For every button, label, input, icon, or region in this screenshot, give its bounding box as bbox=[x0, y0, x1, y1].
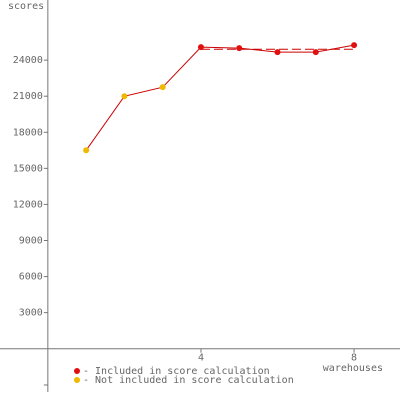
x-tick-label: 8 bbox=[351, 353, 357, 364]
y-tick-label: 24000 bbox=[13, 55, 43, 66]
x-tick-label: 4 bbox=[198, 353, 204, 364]
data-point bbox=[83, 147, 90, 154]
y-tick-label: 9000 bbox=[19, 235, 43, 246]
score-line bbox=[85, 44, 355, 151]
y-tick-label: 21000 bbox=[13, 91, 43, 102]
data-point bbox=[351, 42, 358, 49]
legend-marker bbox=[74, 368, 80, 374]
legend-marker bbox=[74, 377, 80, 383]
y-axis-label: scores bbox=[8, 1, 44, 12]
legend-label: - Not included in score calculation bbox=[83, 375, 294, 386]
data-point bbox=[159, 84, 166, 91]
legend-label: - Included in score calculation bbox=[83, 366, 270, 377]
y-tick-label: 6000 bbox=[19, 272, 43, 283]
y-tick-label: 18000 bbox=[13, 127, 43, 138]
x-axis-label: warehouses bbox=[323, 363, 383, 374]
data-point bbox=[236, 45, 243, 52]
y-tick-label: 3000 bbox=[19, 308, 43, 319]
data-point bbox=[197, 44, 204, 51]
data-point bbox=[121, 93, 128, 100]
data-point bbox=[312, 49, 319, 56]
y-tick-label: 12000 bbox=[13, 199, 43, 210]
data-point bbox=[274, 49, 281, 56]
y-tick-label: 15000 bbox=[13, 163, 43, 174]
